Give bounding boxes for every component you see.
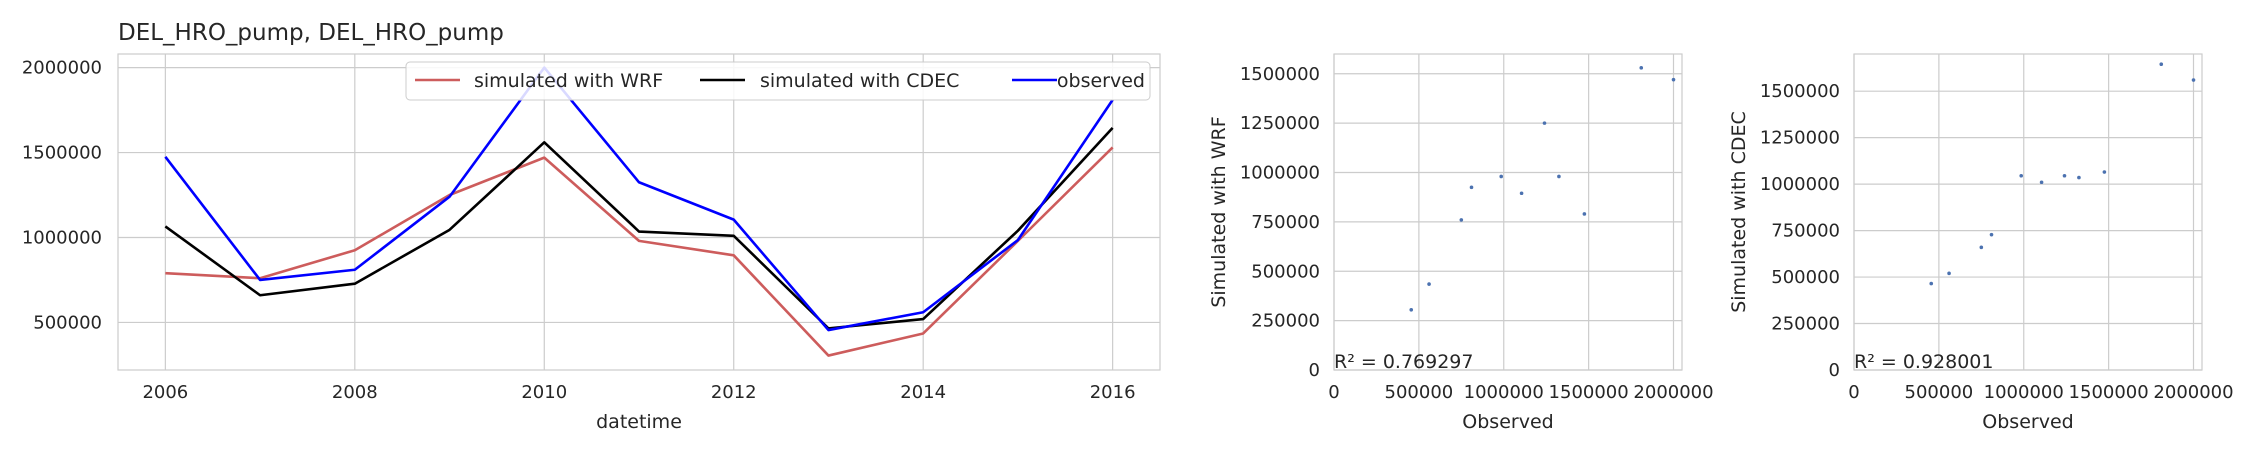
scatter-wrf-plot-frame xyxy=(1333,53,1683,371)
scatter-cdec-y-tick-label: 250000 xyxy=(1771,314,1840,335)
scatter-wrf-point xyxy=(1409,307,1414,312)
scatter-wrf-gridlines xyxy=(1333,54,1682,371)
timeseries-gridlines xyxy=(118,54,1160,370)
scatter-cdec-x-tick-label: 0 xyxy=(1848,382,1859,403)
scatter-wrf-point xyxy=(1557,174,1561,179)
scatter-wrf-x-ticks: 0 500000 1000000 1500000 2000000 xyxy=(1328,382,1713,403)
scatter-cdec-x-tick-label: 1500000 xyxy=(2069,382,2149,403)
scatter-wrf-point xyxy=(1519,191,1524,196)
legend-label-observed: observed xyxy=(1057,70,1145,92)
scatter-cdec-panel: 0 500000 1000000 1500000 2000000 02500005000… xyxy=(1728,53,2234,433)
scatter-cdec-y-label: Simulated with CDEC xyxy=(1728,111,1750,313)
scatter-wrf-panel: 0 500000 1000000 1500000 2000000 02500005000… xyxy=(1208,53,1714,433)
scatter-cdec-point xyxy=(1947,271,1951,276)
scatter-wrf-y-tick-label: 1250000 xyxy=(1240,113,1320,134)
scatter-wrf-point xyxy=(1671,77,1676,82)
scatter-wrf-y-tick-label: 0 xyxy=(1309,360,1320,381)
scatter-cdec-point xyxy=(2191,78,2196,82)
timeseries-x-tick-label: 2016 xyxy=(1090,382,1136,403)
scatter-wrf-point xyxy=(1459,218,1464,222)
scatter-cdec-point xyxy=(2077,175,2081,180)
scatter-cdec-point xyxy=(1929,281,1934,286)
scatter-wrf-y-tick-label: 250000 xyxy=(1251,311,1320,332)
scatter-wrf-x-tick-label: 1000000 xyxy=(1464,382,1544,403)
timeseries-panel: 2006 2008 2010 2012 2014 2016 500000 1000000 15… xyxy=(22,20,1161,433)
scatter-cdec-point xyxy=(1979,245,1984,250)
scatter-cdec-y-tick-label: 1250000 xyxy=(1760,128,1840,149)
scatter-cdec-point xyxy=(2159,62,2164,67)
scatter-wrf-x-tick-label: 2000000 xyxy=(1633,382,1713,403)
scatter-wrf-point xyxy=(1469,185,1474,190)
timeseries-y-tick-label: 500000 xyxy=(33,312,102,333)
scatter-cdec-x-label: Observed xyxy=(1982,411,2073,433)
timeseries-x-tick-label: 2006 xyxy=(142,382,188,403)
scatter-wrf-x-tick-label: 1500000 xyxy=(1549,382,1629,403)
scatter-wrf-point xyxy=(1639,66,1644,70)
scatter-wrf-x-label: Observed xyxy=(1462,411,1553,433)
scatter-wrf-x-tick-label: 500000 xyxy=(1385,382,1454,403)
timeseries-y-ticks: 500000 1000000 1500000 2000000 xyxy=(22,58,102,334)
scatter-wrf-y-label: Simulated with WRF xyxy=(1208,116,1230,307)
scatter-wrf-y-tick-label: 1500000 xyxy=(1240,64,1320,85)
timeseries-plot-frame xyxy=(117,53,1161,371)
scatter-wrf-y-tick-label: 500000 xyxy=(1251,261,1320,282)
series-line-simulated-with-cdec xyxy=(164,127,1114,330)
scatter-cdec-point xyxy=(2102,170,2107,174)
scatter-cdec-y-ticks: 0 250000 500000 750000 1000000 1250000 1500000 xyxy=(1760,81,1840,381)
scatter-wrf-point xyxy=(1542,121,1547,125)
scatter-wrf-point xyxy=(1427,282,1431,286)
scatter-wrf-r2-annotation: R² = 0.769297 xyxy=(1334,351,1473,373)
scatter-cdec-x-ticks: 0 500000 1000000 1500000 2000000 xyxy=(1848,382,2233,403)
timeseries-y-tick-label: 1500000 xyxy=(22,143,102,164)
scatter-cdec-gridlines xyxy=(1853,54,2202,371)
scatter-cdec-points xyxy=(1929,62,2196,286)
scatter-cdec-y-tick-label: 0 xyxy=(1829,360,1840,381)
scatter-wrf-y-tick-label: 750000 xyxy=(1251,212,1320,233)
legend-label-cdec: simulated with CDEC xyxy=(760,70,959,92)
timeseries-x-tick-label: 2008 xyxy=(332,382,378,403)
scatter-cdec-point xyxy=(2019,173,2024,178)
timeseries-x-tick-label: 2012 xyxy=(711,382,757,403)
scatter-cdec-r2-annotation: R² = 0.928001 xyxy=(1854,351,1993,373)
legend-label-wrf: simulated with WRF xyxy=(474,70,663,92)
timeseries-x-ticks: 2006 2008 2010 2012 2014 2016 xyxy=(142,382,1135,403)
scatter-wrf-point xyxy=(1499,174,1504,179)
scatter-cdec-y-tick-label: 500000 xyxy=(1771,267,1840,288)
timeseries-y-tick-label: 1000000 xyxy=(22,227,102,248)
scatter-cdec-plot-frame xyxy=(1853,53,2203,371)
scatter-cdec-x-tick-label: 500000 xyxy=(1905,382,1974,403)
timeseries-y-tick-label: 2000000 xyxy=(22,58,102,79)
scatter-wrf-point xyxy=(1582,212,1587,216)
timeseries-x-label: datetime xyxy=(596,411,682,433)
scatter-cdec-point xyxy=(2062,173,2067,178)
scatter-cdec-y-tick-label: 1000000 xyxy=(1760,174,1840,195)
timeseries-series-lines xyxy=(164,66,1114,357)
timeseries-legend: simulated with WRF simulated with CDEC o… xyxy=(405,61,1151,101)
series-line-simulated-with-wrf xyxy=(165,146,1114,357)
scatter-cdec-x-tick-label: 2000000 xyxy=(2153,382,2233,403)
scatter-cdec-y-tick-label: 1500000 xyxy=(1760,81,1840,102)
scatter-cdec-x-tick-label: 1000000 xyxy=(1984,382,2064,403)
scatter-wrf-y-ticks: 0 250000 500000 750000 1000000 1250000 1500000 xyxy=(1240,64,1320,381)
scatter-cdec-point xyxy=(2039,180,2044,185)
scatter-wrf-x-tick-label: 0 xyxy=(1328,382,1339,403)
scatter-cdec-point xyxy=(1989,232,1994,237)
scatter-wrf-points xyxy=(1409,66,1676,312)
timeseries-x-tick-label: 2014 xyxy=(900,382,946,403)
scatter-cdec-y-tick-label: 750000 xyxy=(1771,221,1840,242)
legend-box xyxy=(405,61,1151,101)
timeseries-title: DEL_HRO_pump, DEL_HRO_pump xyxy=(118,20,504,46)
timeseries-x-tick-label: 2010 xyxy=(521,382,567,403)
scatter-wrf-y-tick-label: 1000000 xyxy=(1240,163,1320,184)
series-line-observed xyxy=(164,66,1114,332)
